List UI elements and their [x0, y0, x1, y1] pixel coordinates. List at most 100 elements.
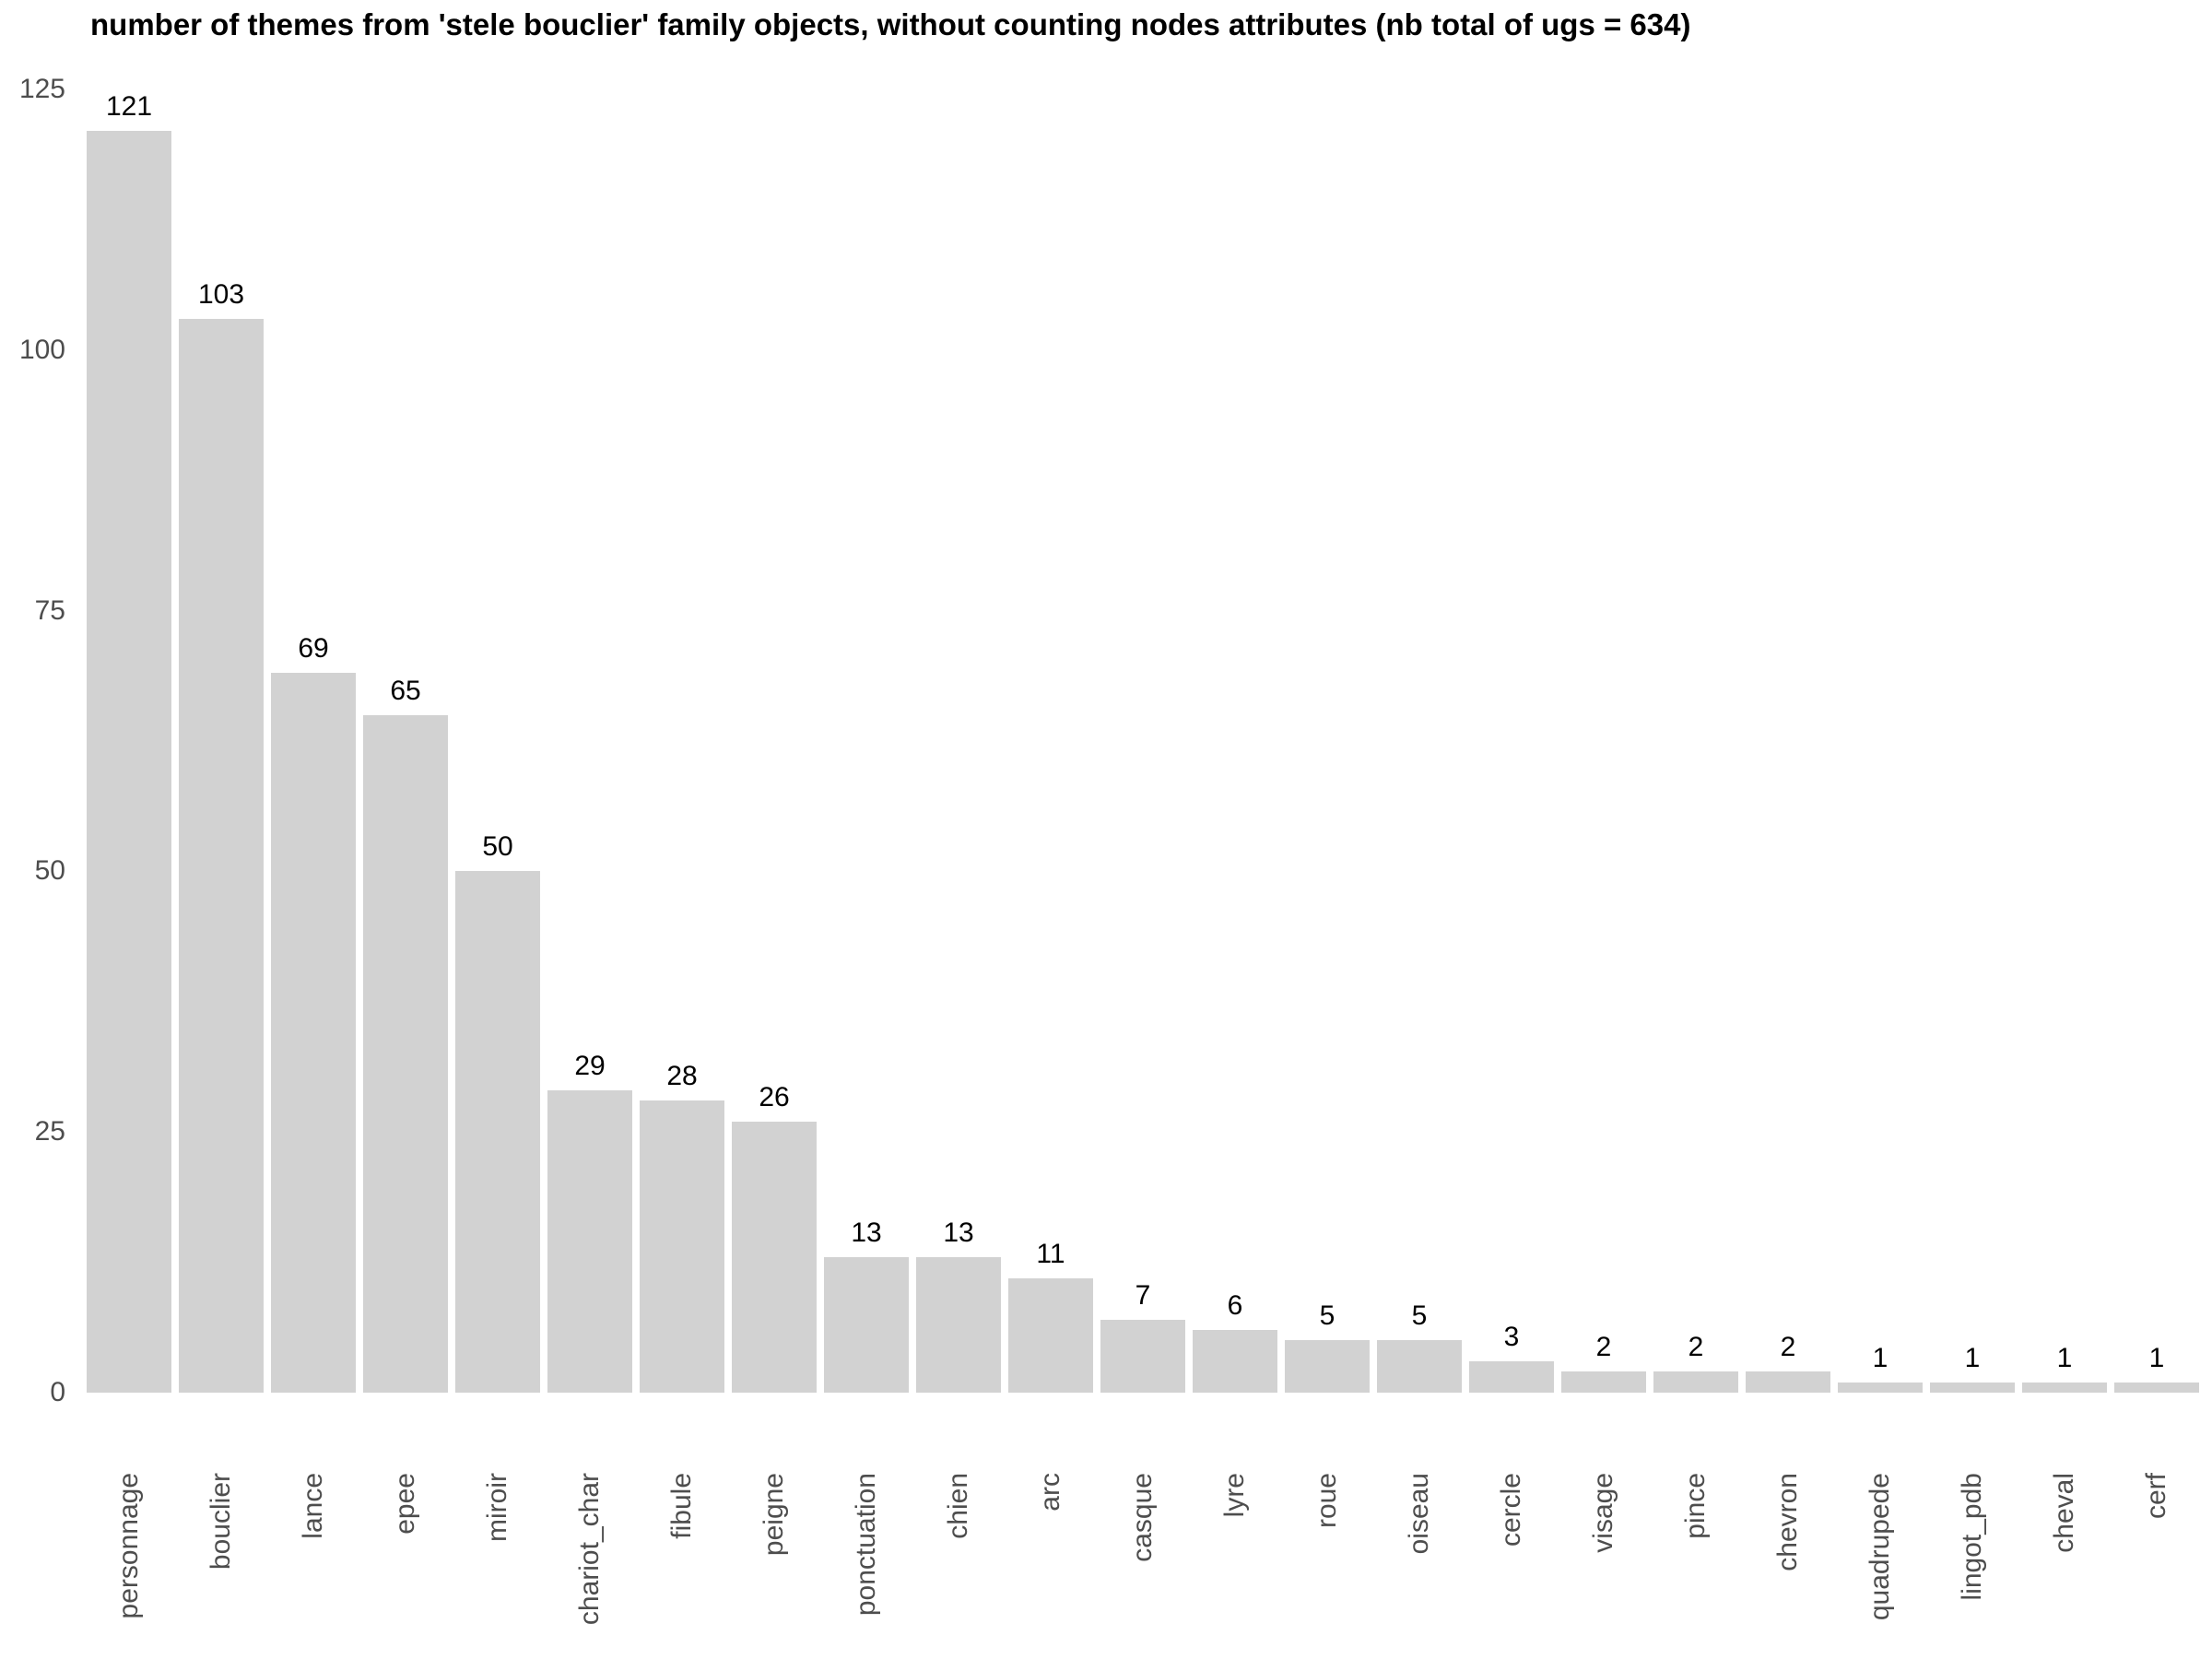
x-axis-label: lyre: [1219, 1473, 1250, 1518]
bar-value-label: 26: [759, 1081, 790, 1112]
bar-value-label: 11: [1036, 1238, 1065, 1269]
bar-band: 1: [1926, 0, 2018, 1393]
bar-value-label: 5: [1411, 1300, 1428, 1332]
bar-value-label: 1: [1872, 1342, 1888, 1373]
bar: [1653, 1371, 1738, 1393]
x-axis-label: lingot_pdb: [1957, 1473, 1987, 1601]
plot-area: 121 103 69 65 50 29 28 26 13 13 11 7 6 5 5 3 2 2 2 1 1 1 1: [83, 0, 2203, 1393]
x-axis-label: roue: [1312, 1473, 1342, 1529]
bar-band: 5: [1281, 0, 1373, 1393]
bar-band: 13: [820, 0, 912, 1393]
bar-band: 26: [728, 0, 820, 1393]
bar: [547, 1089, 632, 1393]
bar-value-label: 69: [298, 633, 329, 665]
x-axis-label: personnage: [113, 1473, 144, 1619]
bar-value-label: 65: [390, 675, 421, 706]
bar: [1377, 1340, 1462, 1393]
bar-value-label: 50: [482, 831, 513, 863]
bar-value-label: 2: [1595, 1332, 1612, 1363]
y-axis: 0 25 50 75 100 125: [0, 0, 69, 1659]
y-axis-tick-label: 50: [34, 855, 65, 887]
bar-value-label: 2: [1780, 1332, 1796, 1363]
x-axis-label: bouclier: [206, 1473, 236, 1571]
x-axis-label: fibule: [666, 1473, 697, 1539]
bar: [732, 1121, 817, 1393]
bar: [87, 131, 171, 1393]
bar-band: 121: [83, 0, 175, 1393]
bar-value-label: 121: [105, 91, 153, 123]
bar: [179, 318, 264, 1393]
x-axis-label: peigne: [759, 1473, 789, 1557]
x-axis-label: casque: [1127, 1473, 1158, 1562]
x-axis-label: chevron: [1772, 1473, 1803, 1571]
bar-value-label: 13: [851, 1217, 882, 1248]
bar: [1193, 1330, 1277, 1393]
x-axis-label: ponctuation: [851, 1473, 881, 1617]
bar-band: 69: [267, 0, 359, 1393]
bar: [1746, 1371, 1830, 1393]
bar-band: 1: [2111, 0, 2203, 1393]
bar-value-label: 5: [1319, 1300, 1335, 1332]
bar-value-label: 1: [1964, 1342, 1981, 1373]
bar-band: 11: [1005, 0, 1097, 1393]
bar-band: 13: [912, 0, 1005, 1393]
bar: [363, 714, 448, 1393]
x-axis-label: cerf: [2141, 1473, 2171, 1520]
chart-title: number of themes from 'stele bouclier' f…: [90, 7, 1691, 41]
bar: [1469, 1361, 1554, 1393]
y-axis-tick-label: 100: [18, 334, 65, 365]
bar: [455, 871, 540, 1393]
bar: [271, 673, 356, 1393]
bar: [2022, 1382, 2107, 1393]
x-axis-label: cheval: [2049, 1473, 2079, 1553]
y-axis-tick-label: 75: [34, 594, 65, 626]
bar-value-label: 7: [1135, 1279, 1151, 1311]
y-axis-tick-label: 0: [50, 1377, 65, 1407]
x-axis-label: chien: [943, 1473, 973, 1539]
bar-band: 2: [1558, 0, 1650, 1393]
x-axis-label: lance: [298, 1473, 328, 1539]
bar-band: 3: [1465, 0, 1558, 1393]
bar-band: 2: [1650, 0, 1742, 1393]
bar-band: 65: [359, 0, 452, 1393]
bar: [1561, 1371, 1646, 1393]
bar: [1838, 1382, 1923, 1393]
x-axis-label: cercle: [1496, 1473, 1526, 1547]
bar-value-label: 1: [2148, 1342, 2165, 1373]
x-axis: personnage bouclier lance epee miroir chariot…: [83, 1473, 2203, 1659]
bar: [640, 1100, 724, 1393]
bar-value-label: 29: [574, 1050, 606, 1081]
x-axis-label: pince: [1680, 1473, 1711, 1539]
bar-value-label: 13: [943, 1217, 974, 1248]
bar-value-label: 103: [197, 278, 245, 310]
bar-band: 6: [1189, 0, 1281, 1393]
bar-band: 1: [2018, 0, 2111, 1393]
bar-band: 1: [1834, 0, 1926, 1393]
bar: [1930, 1382, 2015, 1393]
bar-band: 29: [544, 0, 636, 1393]
bar-band: 2: [1742, 0, 1834, 1393]
x-axis-label: arc: [1035, 1473, 1065, 1512]
y-axis-tick-label: 25: [34, 1116, 65, 1147]
bar-band: 103: [175, 0, 267, 1393]
bar: [1008, 1277, 1093, 1393]
x-axis-label: oiseau: [1404, 1473, 1434, 1555]
x-axis-label: epee: [390, 1473, 420, 1535]
bar: [1285, 1340, 1370, 1393]
x-axis-label: quadrupede: [1865, 1473, 1895, 1621]
bar-band: 7: [1097, 0, 1189, 1393]
x-axis-label: visage: [1588, 1473, 1618, 1553]
bar-value-label: 3: [1503, 1322, 1520, 1353]
bar: [916, 1256, 1001, 1393]
bar-band: 50: [452, 0, 544, 1393]
bar: [2114, 1382, 2199, 1393]
bar-value-label: 6: [1227, 1290, 1243, 1322]
y-axis-tick-label: 125: [18, 74, 65, 104]
bar: [1100, 1319, 1185, 1393]
bar: [824, 1256, 909, 1393]
bar-value-label: 2: [1688, 1332, 1704, 1363]
x-axis-label: chariot_char: [574, 1473, 605, 1626]
bar-value-label: 28: [666, 1061, 698, 1092]
bar-band: 5: [1373, 0, 1465, 1393]
